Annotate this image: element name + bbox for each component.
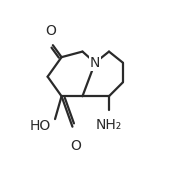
Text: NH₂: NH₂	[96, 118, 122, 132]
Text: N: N	[90, 56, 100, 70]
Text: O: O	[45, 24, 56, 38]
Text: HO: HO	[30, 119, 51, 132]
Text: O: O	[70, 139, 81, 153]
